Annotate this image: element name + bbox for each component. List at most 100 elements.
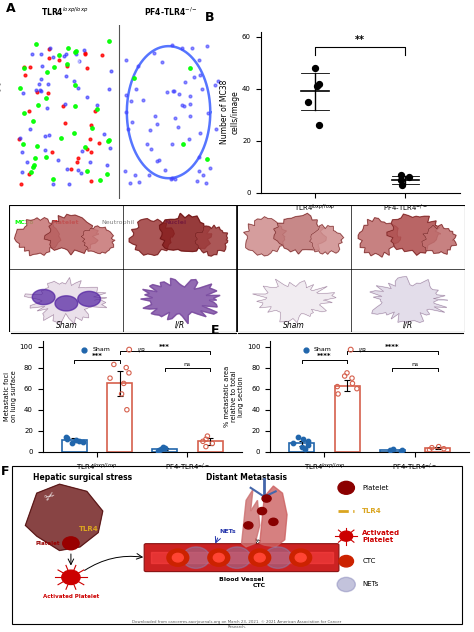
Point (70, 128, 78, 138)
Point (73, 435, 80, 446)
Point (197, 128, 204, 138)
Point (104, 136, 111, 146)
Polygon shape (244, 217, 286, 256)
Point (169, 139, 176, 149)
Point (86, 134, 93, 144)
Polygon shape (242, 490, 260, 547)
Point (131, 170, 139, 180)
Point (61, 51, 68, 61)
Point (389, 444, 397, 454)
Point (155, 445, 162, 455)
Legend: Sham, I/R: Sham, I/R (297, 344, 370, 355)
Point (181, 77, 189, 87)
Point (123, 404, 131, 415)
Point (209, 439, 216, 449)
Point (37, 49, 45, 59)
Polygon shape (260, 486, 287, 547)
Point (195, 166, 203, 176)
Point (168, 173, 175, 183)
Point (62, 124, 69, 134)
Point (300, 434, 307, 444)
Text: PF4-TLR4$^{-/-}$: PF4-TLR4$^{-/-}$ (324, 343, 378, 356)
Point (180, 100, 188, 111)
Point (397, 446, 405, 456)
Point (41, 44, 48, 54)
Point (105, 36, 113, 46)
Point (155, 446, 162, 456)
Point (343, 368, 351, 378)
Point (171, 174, 179, 184)
Point (106, 118, 113, 128)
Text: PF4-TLR4$^{-/-}$: PF4-TLR4$^{-/-}$ (144, 6, 198, 18)
Circle shape (223, 547, 251, 568)
Point (435, 442, 442, 452)
Text: Platelet: Platelet (36, 541, 60, 546)
Point (311, 63, 319, 73)
Point (150, 48, 157, 58)
Point (98, 39, 106, 49)
Point (48, 147, 56, 157)
Point (83, 63, 91, 73)
Point (61, 134, 68, 144)
Point (32, 85, 40, 95)
Text: ***: *** (91, 353, 102, 359)
Point (151, 111, 159, 121)
Polygon shape (370, 277, 447, 322)
Point (72, 101, 79, 111)
Point (428, 442, 436, 453)
Polygon shape (141, 278, 220, 324)
Point (162, 442, 169, 453)
Text: CTC: CTC (253, 583, 266, 588)
Point (289, 439, 296, 449)
Point (74, 56, 82, 66)
Point (64, 61, 71, 71)
Point (124, 123, 131, 133)
Point (49, 52, 56, 62)
Point (73, 157, 81, 167)
Point (349, 379, 356, 389)
Point (75, 436, 83, 446)
Point (81, 47, 89, 58)
Point (36, 85, 44, 95)
Point (136, 177, 143, 187)
Point (341, 371, 348, 381)
Text: NETs: NETs (219, 530, 236, 535)
Point (405, 172, 413, 182)
Text: **: ** (355, 35, 365, 45)
Point (186, 133, 193, 143)
Point (63, 71, 70, 82)
Text: ****: **** (317, 353, 332, 359)
Point (39, 178, 47, 188)
Circle shape (262, 495, 271, 502)
Point (75, 97, 83, 107)
Y-axis label: Metastatic foci
on lung surface: Metastatic foci on lung surface (4, 371, 17, 422)
Point (62, 49, 69, 59)
Polygon shape (195, 225, 228, 256)
Point (33, 155, 40, 166)
Point (127, 178, 134, 188)
Text: Blood Vessel: Blood Vessel (219, 578, 264, 582)
Text: E: E (210, 324, 219, 337)
Point (178, 100, 185, 110)
Bar (380, 450, 405, 452)
Point (143, 139, 150, 149)
Circle shape (264, 547, 292, 568)
Point (304, 97, 312, 107)
Polygon shape (273, 214, 326, 254)
Point (202, 434, 210, 444)
Y-axis label: Number of MC38
cells/image: Number of MC38 cells/image (220, 80, 239, 144)
Point (86, 157, 94, 167)
Point (146, 125, 154, 135)
Point (29, 162, 37, 173)
Point (171, 113, 178, 123)
Point (118, 389, 126, 399)
Circle shape (338, 482, 355, 494)
Point (57, 133, 65, 143)
Point (168, 40, 176, 50)
Point (186, 99, 193, 109)
Text: Sham: Sham (55, 321, 77, 330)
Point (19, 139, 27, 149)
Point (71, 47, 79, 58)
Point (199, 436, 207, 446)
Point (26, 124, 34, 134)
